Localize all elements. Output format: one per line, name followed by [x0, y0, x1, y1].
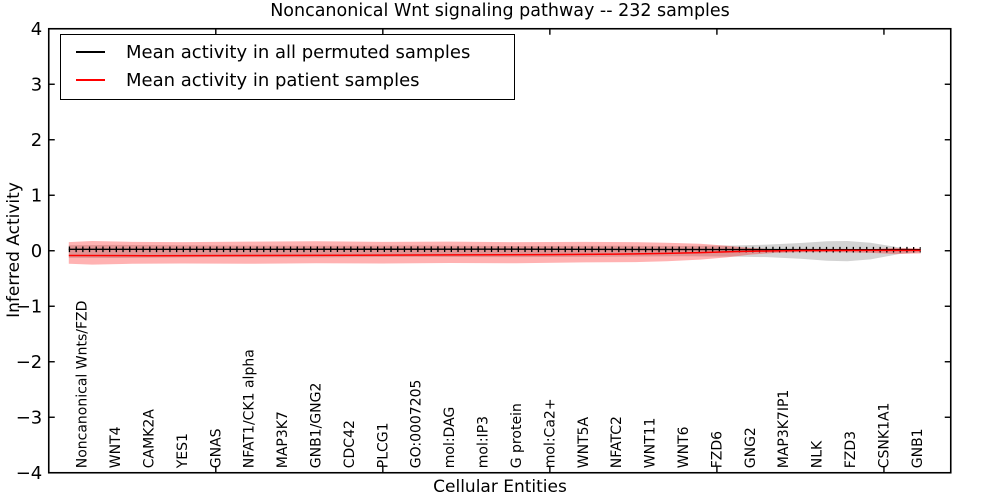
x-category-label: mol:IP3 [476, 416, 492, 468]
x-category-label: GO:0007205 [409, 380, 425, 469]
x-category-label: GNAS [208, 428, 224, 468]
y-tick-label: −2 [16, 352, 43, 373]
x-category-label: G protein [509, 403, 525, 468]
legend-label-permuted: Mean activity in all permuted samples [126, 41, 471, 63]
y-axis-label: Inferred Activity [4, 182, 24, 318]
x-axis-label: Cellular Entities [433, 477, 567, 497]
red-line-sample-icon [76, 79, 105, 81]
patient-mean-line [68, 249, 921, 257]
x-category-label: NFAT1/CK1 alpha [242, 349, 258, 468]
black-line-sample-icon [76, 51, 105, 53]
legend-entry-permuted: Mean activity in all permuted samples [61, 38, 514, 66]
x-category-label: mol:DAG [442, 407, 458, 469]
x-category-label: WNT4 [108, 426, 124, 468]
y-tick-label: 1 [31, 186, 42, 207]
y-tick-label: 3 [31, 75, 42, 96]
x-category-label: MAP3K7 [275, 411, 291, 468]
x-category-label: NLK [810, 440, 826, 468]
legend-label-patient: Mean activity in patient samples [126, 69, 420, 91]
y-tick-label: 4 [31, 19, 42, 40]
chart-title: Noncanonical Wnt signaling pathway -- 23… [270, 1, 730, 21]
y-tick-label: −1 [16, 297, 43, 318]
x-category-label: PLCG1 [375, 422, 391, 468]
x-category-label: WNT6 [676, 426, 692, 468]
x-category-label: Noncanonical Wnts/FZD [75, 301, 91, 469]
x-category-label: mol:Ca2+ [542, 398, 558, 468]
x-category-label: CDC42 [342, 420, 358, 468]
x-category-label: YES1 [175, 433, 191, 469]
permuted-std-band [68, 241, 921, 262]
legend-entry-patient: Mean activity in patient samples [61, 66, 514, 94]
patient-std-band [68, 241, 921, 265]
x-category-label: WNT5A [576, 416, 592, 468]
x-category-label: FZD3 [843, 431, 859, 468]
y-tick-label: −4 [16, 463, 43, 484]
x-category-label: CAMK2A [142, 409, 158, 469]
x-category-label: NFATC2 [609, 416, 625, 468]
y-tick-label: 2 [31, 130, 42, 151]
legend-box: Mean activity in all permuted samples Me… [60, 34, 515, 100]
x-category-label: MAP3K7IP1 [776, 390, 792, 469]
x-category-label: WNT11 [643, 418, 659, 469]
permuted-mean-line [68, 248, 921, 251]
x-category-label: GNG2 [743, 427, 759, 468]
y-tick-label: 0 [31, 241, 42, 262]
y-tick-label: −3 [16, 408, 43, 429]
x-category-label: GNB1 [910, 428, 926, 468]
x-category-label: CSNK1A1 [876, 403, 892, 469]
x-category-label: GNB1/GNG2 [309, 383, 325, 469]
x-category-label: FZD6 [709, 431, 725, 468]
